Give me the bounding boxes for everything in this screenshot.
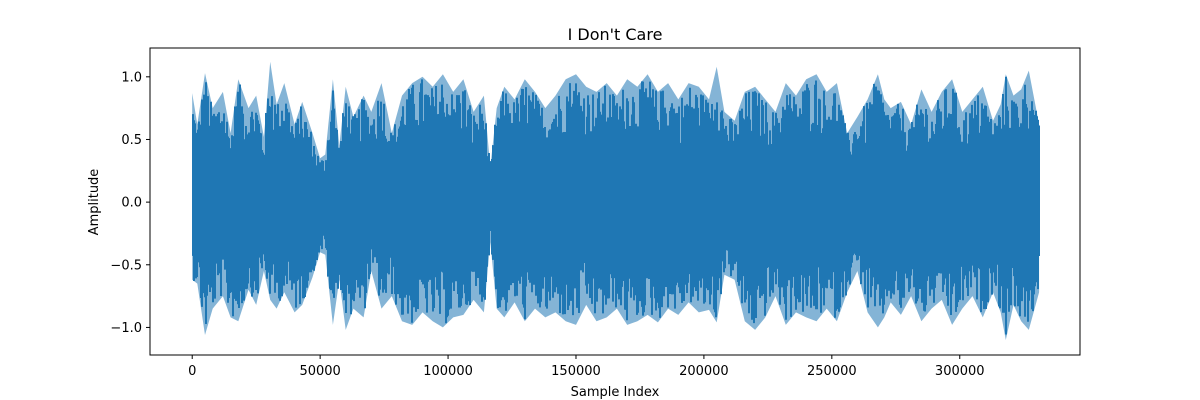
x-tick-label: 0 [188, 364, 196, 379]
x-tick-label: 250000 [807, 364, 857, 379]
x-tick-label: 100000 [423, 364, 473, 379]
chart-title: I Don't Care [568, 25, 663, 44]
x-axis-label: Sample Index [571, 385, 660, 400]
y-tick-label: −0.5 [110, 258, 142, 273]
y-tick-label: 0.5 [121, 133, 142, 148]
plot-frame [149, 47, 1081, 356]
x-tick-label: 300000 [935, 364, 985, 379]
x-axis-ticks: 0 50000 100000 150000 200000 250000 300000 [188, 355, 985, 379]
x-tick-label: 150000 [551, 364, 601, 379]
y-tick-label: 1.0 [121, 70, 142, 85]
y-axis-ticks: −1.0 −0.5 0.0 0.5 1.0 [110, 70, 150, 336]
y-tick-label: 0.0 [121, 196, 142, 211]
x-tick-label: 50000 [299, 364, 340, 379]
plot-area [192, 61, 1040, 341]
x-tick-label: 200000 [679, 364, 729, 379]
y-tick-label: −1.0 [110, 321, 142, 336]
series-waveform-line [192, 76, 1040, 335]
y-axis-label: Amplitude [87, 169, 102, 236]
